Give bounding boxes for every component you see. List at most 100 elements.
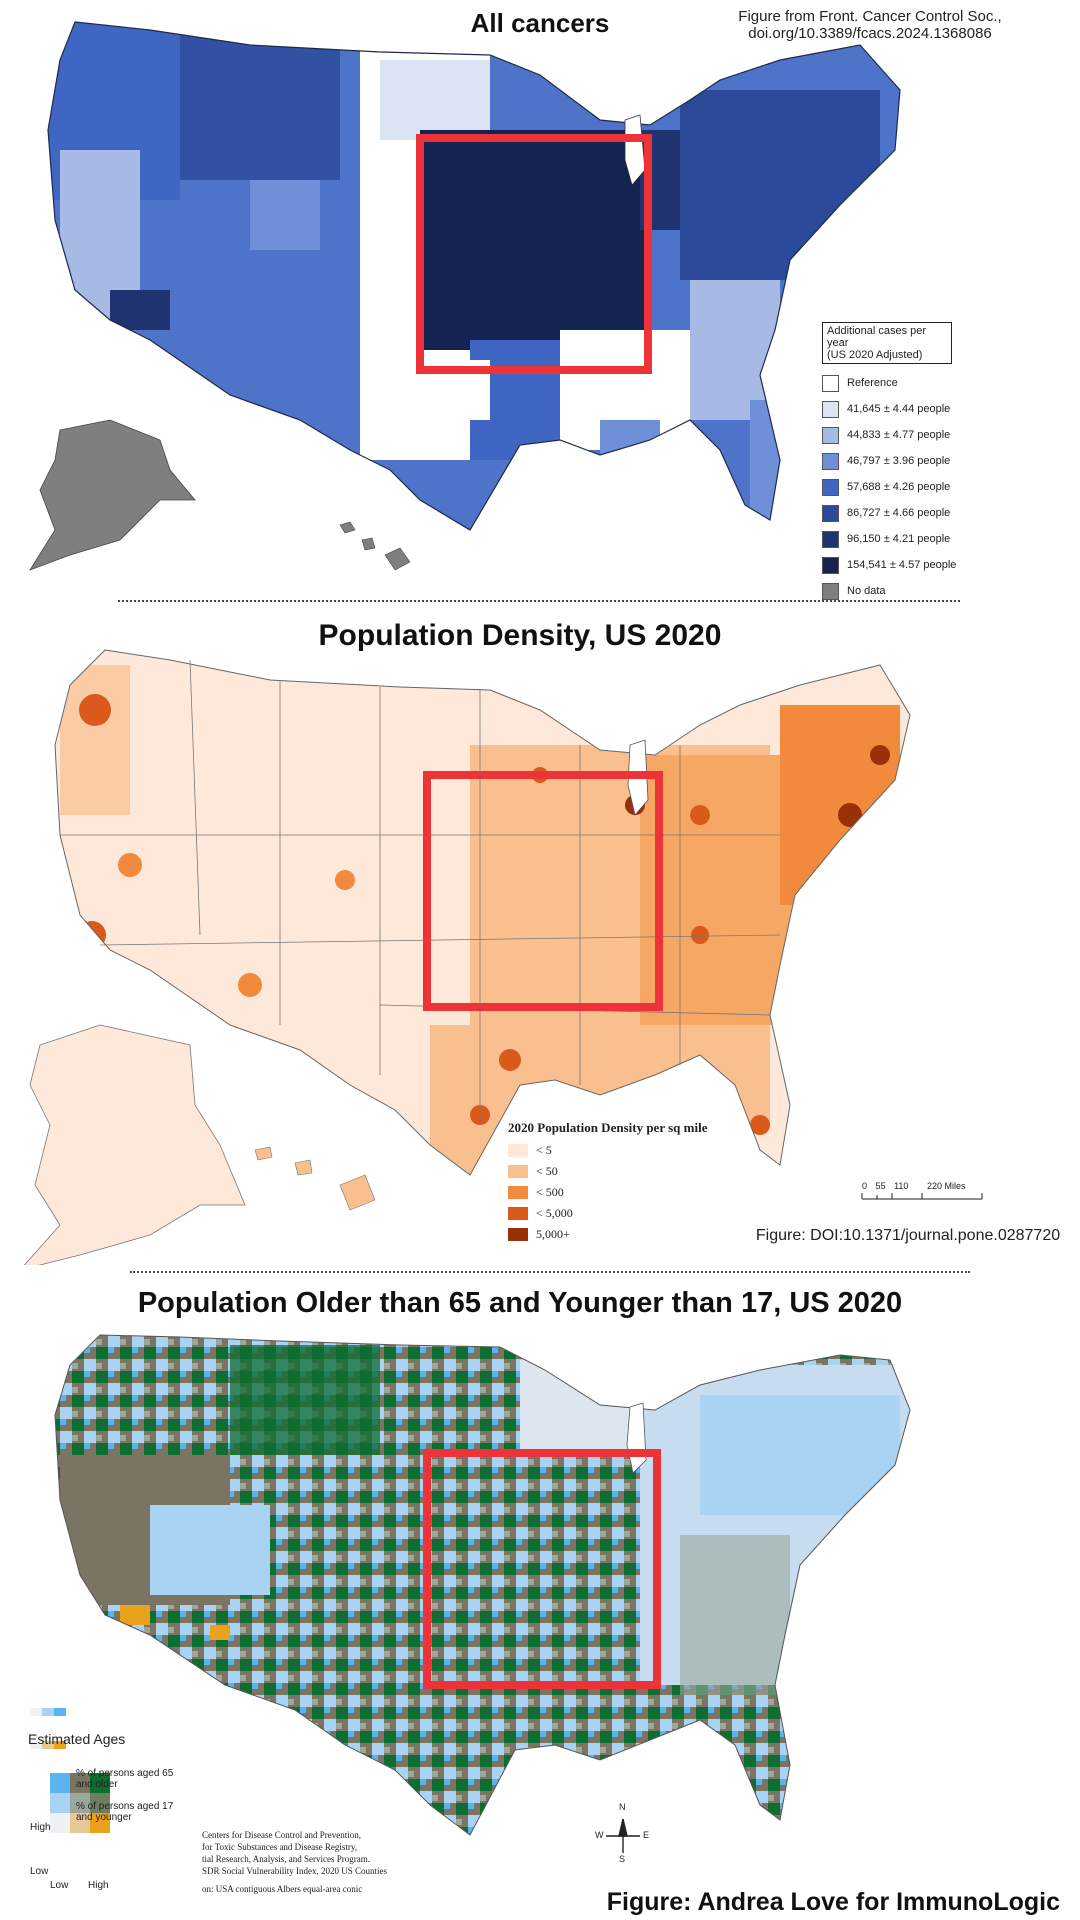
panel2-legend: 2020 Population Density per sq mile < 5 <… xyxy=(508,1120,707,1245)
panel2-legend-item: < 5 xyxy=(508,1140,707,1161)
panel1-highlight-box xyxy=(416,134,652,374)
scale-bar xyxy=(861,1193,983,1200)
source-line-2: for Toxic Substances and Disease Registr… xyxy=(202,1842,358,1852)
panel2-legend-label: < 5 xyxy=(536,1143,552,1157)
panel1-legend-label: 86,727 ± 4.66 people xyxy=(847,507,951,519)
panel2-legend-swatch xyxy=(508,1144,528,1157)
panel2-legend-label: < 5,000 xyxy=(536,1206,573,1220)
cancer-map xyxy=(29,21,901,571)
panel2-title: Population Density, US 2020 xyxy=(318,619,722,652)
source-line-3: tial Research, Analysis, and Services Pr… xyxy=(202,1854,370,1864)
panel1-legend-label: No data xyxy=(847,585,886,597)
panel2-legend-title: 2020 Population Density per sq mile xyxy=(508,1120,708,1135)
panel2-legend-swatch xyxy=(508,1228,528,1241)
scale-tick-55: 55 xyxy=(875,1181,886,1191)
age-source-note: Centers for Disease Control and Preventi… xyxy=(202,1829,387,1895)
alaska-shape xyxy=(29,419,196,571)
panel1-legend-item: 46,797 ± 3.96 people xyxy=(822,448,956,474)
footer-credit: Figure: Andrea Love for ImmunoLogic xyxy=(606,1888,1060,1916)
panel1-legend-item: 44,833 ± 4.77 people xyxy=(822,422,956,448)
grid-axis-x-low: Low xyxy=(50,1880,69,1891)
divider-2 xyxy=(130,1271,970,1273)
panel1-legend: Additional cases per year (US 2020 Adjus… xyxy=(822,322,956,604)
panel1-legend-label: 96,150 ± 4.21 people xyxy=(847,533,951,545)
source-line-4: SDR Social Vulnerability Index, 2020 US … xyxy=(202,1866,388,1876)
grid-axis-low: Low xyxy=(30,1866,49,1877)
panel1-legend-title-line1: Additional cases per year xyxy=(827,325,927,349)
panel2-legend-item: < 500 xyxy=(508,1182,707,1203)
panel2-credit: Figure: DOI:10.1371/journal.pone.0287720 xyxy=(755,1227,1061,1244)
projection-note: on: USA contiguous Albers equal-area con… xyxy=(202,1884,363,1894)
panel2-legend-label: 5,000+ xyxy=(536,1227,570,1241)
scale-tick-0: 0 xyxy=(862,1181,868,1191)
panel1-legend-label: 44,833 ± 4.77 people xyxy=(847,429,951,441)
panel1-legend-item: 41,645 ± 4.44 people xyxy=(822,396,956,422)
legend-65-label: % of persons aged 65 and older xyxy=(76,1768,174,1790)
panel1-legend-swatch xyxy=(822,582,839,600)
hawaii-shape xyxy=(339,521,411,571)
panel1-legend-swatch xyxy=(822,452,839,470)
panel3-legend-title: Estimated Ages xyxy=(28,1731,126,1747)
panel1-legend-title-line2: (US 2020 Adjusted) xyxy=(827,349,923,361)
panel1-credit-line1: Figure from Front. Cancer Control Soc., xyxy=(738,8,1002,25)
panel2-legend-swatch xyxy=(508,1165,528,1178)
panel2-legend-label: < 50 xyxy=(536,1164,558,1178)
age-bivariate-grid xyxy=(50,1773,110,1833)
divider-1 xyxy=(118,600,960,602)
panel1-legend-swatch xyxy=(822,400,839,418)
panel1-legend-swatch xyxy=(822,374,839,392)
panel1-legend-label: 46,797 ± 3.96 people xyxy=(847,455,951,467)
legend-17-label: % of persons aged 17 and younger xyxy=(76,1801,174,1823)
panel1-legend-label: 154,541 ± 4.57 people xyxy=(847,559,957,571)
panel1-title: All cancers xyxy=(470,8,610,38)
panel1-credit: Figure from Front. Cancer Control Soc., … xyxy=(720,8,1020,42)
age-65-swatches xyxy=(30,1708,66,1716)
panel1-legend-item: 86,727 ± 4.66 people xyxy=(822,500,956,526)
panel1-legend-rows: Reference 41,645 ± 4.44 people 44,833 ± 4.… xyxy=(822,370,956,604)
panel1-legend-title: Additional cases per year (US 2020 Adjus… xyxy=(822,322,952,364)
panel1-legend-item: 57,688 ± 4.26 people xyxy=(822,474,956,500)
compass-w: W xyxy=(595,1830,604,1840)
scale-tick-110: 110 xyxy=(894,1181,909,1191)
scale-tick-220: 220 Miles xyxy=(926,1181,966,1191)
panel1-credit-line2: doi.org/10.3389/fcacs.2024.1368086 xyxy=(748,25,992,42)
source-line-1: Centers for Disease Control and Preventi… xyxy=(202,1830,361,1840)
panel1-legend-label: 41,645 ± 4.44 people xyxy=(847,403,951,415)
scale-label: 0 55 110 220 Miles xyxy=(862,1181,1002,1191)
panel2-legend-item: < 5,000 xyxy=(508,1203,707,1224)
panel1-legend-swatch xyxy=(822,556,839,574)
panel-all-cancers: All cancers Figure from Front. Cancer Co… xyxy=(0,0,1080,600)
panel1-legend-item: 154,541 ± 4.57 people xyxy=(822,552,956,578)
age-17-swatches xyxy=(30,1741,66,1749)
cancer-map-counties xyxy=(48,22,900,530)
panel1-legend-label: 57,688 ± 4.26 people xyxy=(847,481,951,493)
panel1-legend-item: 96,150 ± 4.21 people xyxy=(822,526,956,552)
panel2-legend-swatch xyxy=(508,1207,528,1220)
compass-n: N xyxy=(619,1802,626,1812)
panel1-legend-swatch xyxy=(822,426,839,444)
grid-axis-high: High xyxy=(30,1822,51,1833)
panel2-legend-rows: < 5 < 50 < 500 < 5,000 5,000+ xyxy=(508,1140,707,1245)
panel-age-map: Population Older than 65 and Younger tha… xyxy=(0,1275,1080,1920)
panel3-title: Population Older than 65 and Younger tha… xyxy=(137,1287,903,1319)
hawaii-shape-2 xyxy=(254,1146,376,1211)
panel2-legend-label: < 500 xyxy=(536,1185,564,1199)
panel1-legend-label: Reference xyxy=(847,377,898,389)
compass-s: S xyxy=(619,1854,626,1864)
compass-e: E xyxy=(643,1830,650,1840)
density-map xyxy=(23,649,983,1265)
panel1-legend-swatch xyxy=(822,504,839,522)
alaska-shape-2 xyxy=(23,1024,246,1265)
panel3-highlight-box xyxy=(423,1449,661,1689)
compass-rose xyxy=(606,1818,640,1853)
panel2-legend-swatch xyxy=(508,1186,528,1199)
panel1-legend-item: Reference xyxy=(822,370,956,396)
panel-population-density: Population Density, US 2020 xyxy=(0,605,1080,1265)
panel1-legend-swatch xyxy=(822,478,839,496)
panel2-legend-item: < 50 xyxy=(508,1161,707,1182)
panel3-legend: Estimated Ages xyxy=(28,1731,125,1747)
panel1-legend-swatch xyxy=(822,530,839,548)
age-map xyxy=(30,1334,911,1853)
panel2-highlight-box xyxy=(423,771,663,1011)
panel2-legend-item: 5,000+ xyxy=(508,1224,707,1245)
